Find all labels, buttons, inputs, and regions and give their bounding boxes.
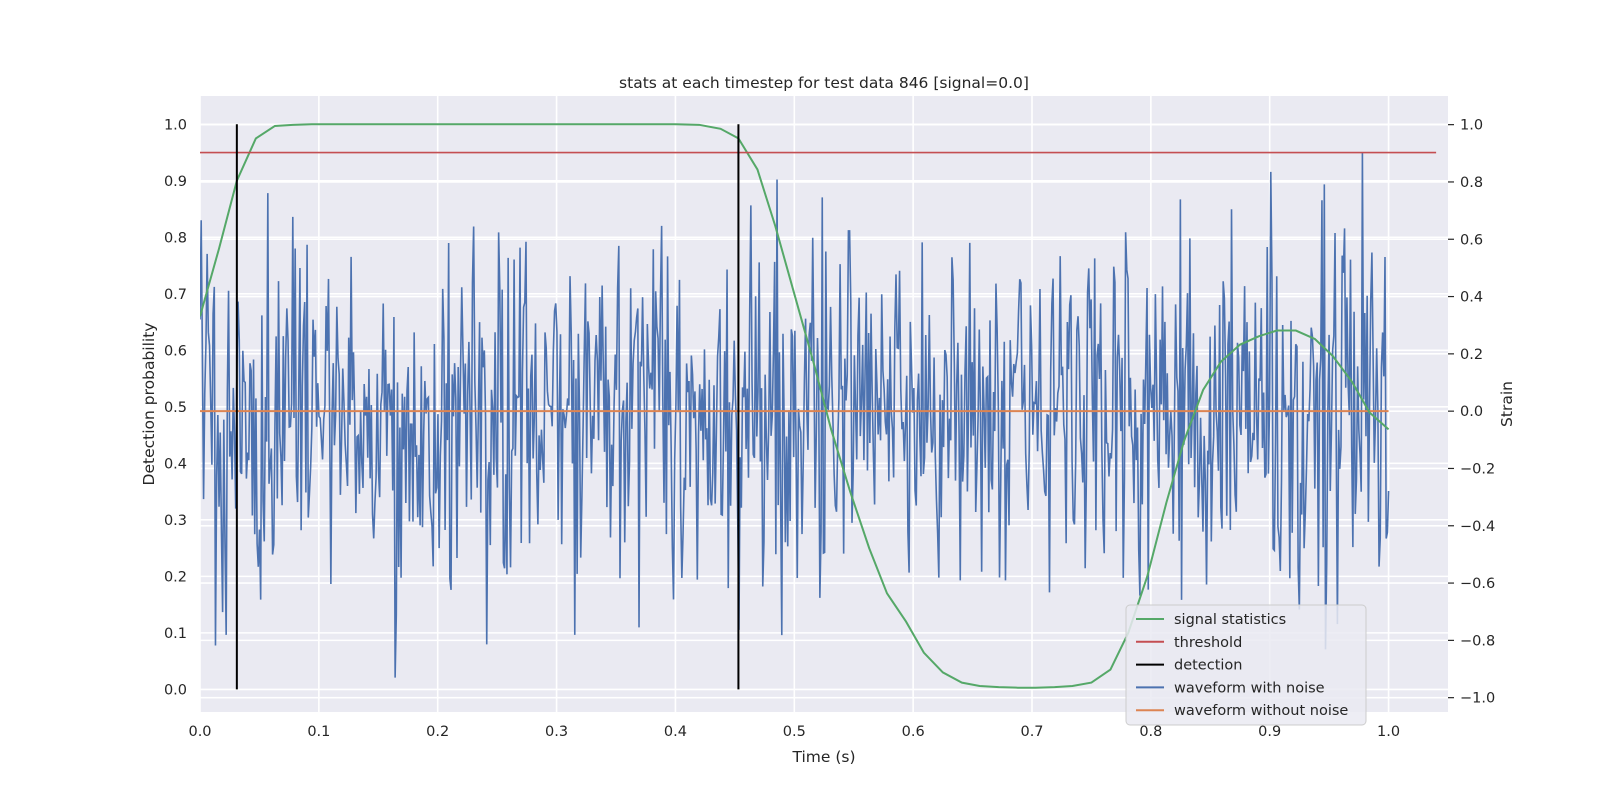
y-tick-label: 0.8: [164, 230, 187, 246]
y-tick-label: 0.6: [164, 343, 187, 359]
series-signal-statistics: [200, 123, 1390, 689]
x-tick-label: 0.9: [1258, 724, 1281, 740]
y-tick-label: 0.7: [164, 287, 187, 303]
x-tick-label: 0.0: [188, 724, 211, 740]
x-tick-label: 0.2: [426, 724, 449, 740]
x-tick-label: 0.3: [545, 724, 568, 740]
legend-label: waveform without noise: [1174, 703, 1348, 719]
legend-box: [1125, 604, 1367, 726]
y2-tick-label: −1.0: [1460, 691, 1495, 707]
y2-tick-label: 0.8: [1460, 175, 1483, 191]
legend-label: signal statistics: [1174, 612, 1286, 628]
y-axis-title: Detection probability: [140, 323, 158, 486]
y-tick-label: 0.1: [164, 626, 187, 642]
x-axis-title: Time (s): [791, 748, 855, 766]
x-tick-label: 0.4: [664, 724, 687, 740]
y2-tick-label: 0.6: [1460, 232, 1483, 248]
y-tick-label: 0.2: [164, 569, 187, 585]
chart-title: stats at each timestep for test data 846…: [619, 74, 1029, 92]
legend-label: threshold: [1174, 635, 1242, 651]
y2-tick-label: −0.2: [1460, 461, 1495, 477]
legend-label: waveform with noise: [1174, 680, 1325, 696]
y2-tick-label: −0.4: [1460, 519, 1495, 535]
y2-tick-label: 0.4: [1460, 290, 1483, 306]
x-tick-label: 1.0: [1377, 724, 1400, 740]
series-waveform-with-noise: [200, 152, 1390, 678]
y2-axis-title: Strain: [1498, 381, 1516, 427]
y2-tick-label: −0.8: [1460, 633, 1495, 649]
x-tick-label: 0.1: [307, 724, 330, 740]
y2-tick-label: −0.6: [1460, 576, 1495, 592]
y-tick-label: 0.4: [164, 456, 187, 472]
y-tick-label: 0.3: [164, 513, 187, 529]
y-axis-ticks: 0.0 0.1 0.2 0.3 0.4 0.5 0.6 0.7 0.8 0.9 1.0: [164, 117, 187, 698]
y-tick-label: 0.9: [164, 174, 187, 190]
x-tick-label: 0.7: [1020, 724, 1043, 740]
x-tick-label: 0.8: [1139, 724, 1162, 740]
x-tick-label: 0.6: [902, 724, 925, 740]
y2-tick-label: 0.2: [1460, 347, 1483, 363]
x-axis-ticks: 0.0 0.1 0.2 0.3 0.4 0.5 0.6 0.7 0.8 0.9 1.0: [188, 724, 1400, 740]
y2-tick-label: 1.0: [1460, 118, 1483, 134]
y-tick-label: 0.5: [164, 400, 187, 416]
y-tick-label: 0.0: [164, 682, 187, 698]
y2-axis-ticks: −1.0 −0.8 −0.6 −0.4 −0.2 0.0 0.2 0.4 0.6 0.8 1.0: [1448, 118, 1495, 707]
x-tick-label: 0.5: [783, 724, 806, 740]
y-tick-label: 1.0: [164, 117, 187, 133]
y2-tick-label: 0.0: [1460, 404, 1483, 420]
series-layer: [200, 123, 1437, 690]
legend: signal statistics threshold detection wavef…: [1125, 604, 1367, 726]
legend-label: detection: [1174, 658, 1242, 674]
